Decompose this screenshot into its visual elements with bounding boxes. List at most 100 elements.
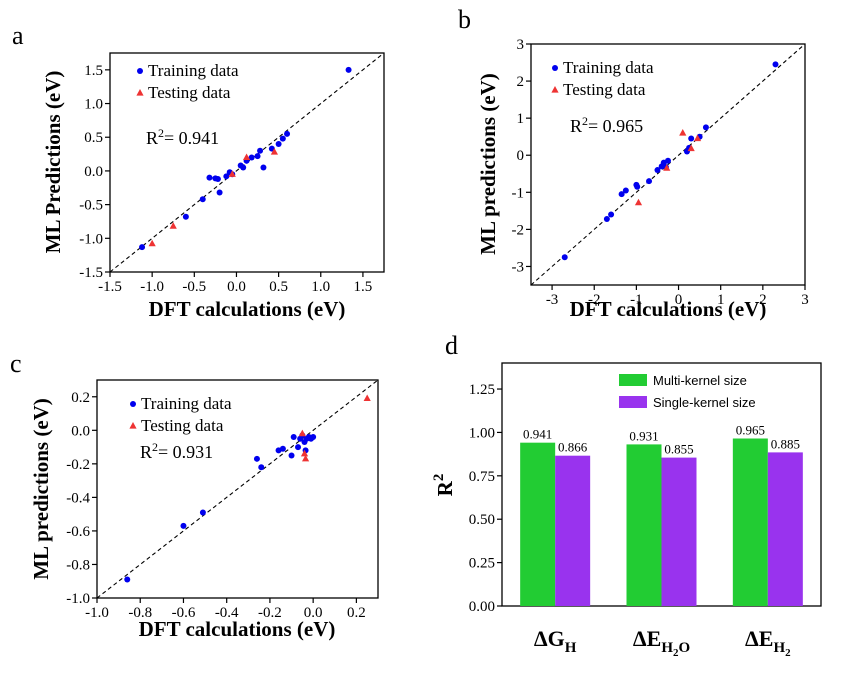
y-tick-label: -1.0 — [79, 231, 103, 247]
y-tick-label: 0.0 — [71, 423, 90, 439]
testing-data-point — [687, 144, 695, 152]
testing-data-point — [242, 153, 251, 161]
training-data-point — [206, 174, 213, 181]
bar-single-kernel — [767, 452, 803, 606]
bar-value-label: 0.866 — [558, 440, 588, 455]
x-tick-label: 0 — [675, 292, 683, 308]
training-data-point — [646, 178, 653, 185]
training-data-point — [180, 522, 187, 529]
y-tick-label: 0.5 — [84, 130, 103, 146]
y-axis-title: ML predictions (eV) — [476, 73, 500, 255]
y-tick-label: 1.5 — [84, 63, 103, 79]
testing-data-point — [363, 394, 371, 402]
testing-data-point — [663, 164, 671, 171]
legend-label-single-kernel: Single-kernel size — [653, 395, 756, 410]
training-data-point — [295, 444, 302, 451]
legend-training-marker — [552, 65, 558, 71]
x-tick-label: 0.2 — [347, 605, 366, 621]
diagonal-line-c — [96, 379, 379, 599]
training-data-point — [248, 154, 255, 161]
legend-training-marker — [130, 401, 136, 407]
training-data-point — [290, 434, 297, 441]
training-data-point — [275, 140, 282, 147]
training-data-point — [223, 173, 230, 180]
y-tick-label: 0 — [517, 148, 525, 164]
training-data-point — [603, 216, 610, 223]
training-data-point — [688, 135, 695, 142]
panel-a-scatter: -1.5 -1.0 -0.5 0.0 0.5 1.0 1.5 -1.5 -1.0 -0.5 0.0 0… — [41, 52, 385, 321]
plot-frame-a — [109, 52, 385, 273]
x-tick-label: 0.5 — [269, 279, 288, 295]
x-tick-label: -0.2 — [258, 605, 282, 621]
x-tick-label: -3 — [546, 292, 559, 308]
panel-letter-a: a — [12, 21, 24, 50]
training-data-point — [240, 164, 247, 171]
testing-data-point — [148, 239, 156, 247]
y-tick-label: 1.00 — [469, 425, 495, 441]
panel-letter-d: d — [445, 331, 458, 360]
y-tick-label: -0.8 — [66, 557, 90, 573]
x-tick-label: 3 — [801, 292, 809, 308]
legend-testing-label: Testing data — [148, 83, 231, 102]
legend-training-label: Training data — [148, 61, 239, 80]
training-data-point — [310, 434, 317, 441]
y-tick-label: -0.5 — [79, 198, 103, 214]
y-tick-label: 0.0 — [84, 164, 103, 180]
x-axis-title: DFT calculations (eV) — [139, 617, 336, 641]
testing-data-point — [298, 429, 306, 437]
panel-b-scatter: -3 -2 -1 0 1 2 3 -3 -2 -1 0 1 2 3 Training data Testing… — [476, 37, 809, 321]
x-tick-label: -2 — [588, 292, 601, 308]
panel-c-scatter: -1.0 -0.8 -0.6 -0.4 -0.2 0.0 0.2 -1.0 -0.8 -0.6 -0… — [29, 379, 379, 641]
training-data-point — [345, 66, 352, 73]
legend-training-label: Training data — [141, 394, 232, 413]
y-tick-label: -2 — [512, 222, 525, 238]
training-data-point — [199, 509, 206, 516]
training-data-point — [279, 445, 286, 452]
panel-letter-b: b — [458, 5, 471, 34]
bar-value-label: 0.965 — [736, 423, 765, 438]
training-data-point — [608, 211, 615, 218]
legend-training-label: Training data — [563, 58, 654, 77]
y-tick-label: 1 — [517, 111, 525, 127]
y-axis-title: ML predictions (eV) — [29, 398, 53, 580]
plot-frame-b — [530, 43, 806, 286]
legend-swatch-multi-kernel — [619, 374, 647, 386]
bar-multi-kernel — [732, 438, 768, 606]
bar-value-label: 0.941 — [523, 427, 552, 442]
legend-swatch-single-kernel — [619, 396, 647, 408]
training-data-point — [618, 191, 625, 198]
testing-data-point — [270, 148, 278, 155]
x-tick-label: 2 — [759, 292, 767, 308]
y-tick-label: 2 — [517, 74, 525, 90]
x-tick-label: 0.0 — [227, 279, 246, 295]
r-squared-annotation: R2= 0.965 — [570, 114, 643, 136]
x-tick-label: -0.6 — [172, 605, 196, 621]
training-data-point — [258, 464, 265, 471]
training-data-point — [279, 135, 286, 142]
x-tick-label: 1.5 — [354, 279, 373, 295]
training-data-point — [182, 213, 189, 220]
y-tick-label: 3 — [517, 37, 525, 53]
x-tick-label: -0.8 — [128, 605, 152, 621]
x-tick-label: 1 — [717, 292, 725, 308]
x-axis-title: DFT calculations (eV) — [149, 297, 346, 321]
y-tick-label: 0.75 — [469, 469, 495, 485]
y-tick-label: -1 — [512, 185, 525, 201]
training-data-point — [253, 455, 260, 462]
training-data-point — [665, 157, 671, 164]
y-axis-title: ML Predictions (eV) — [41, 71, 65, 254]
plot-frame-c — [96, 379, 379, 599]
r-squared-annotation: R2= 0.931 — [140, 440, 213, 462]
x-tick-label: -1 — [630, 292, 643, 308]
y-tick-label: 0.00 — [469, 599, 495, 615]
bar-value-label: 0.931 — [629, 428, 658, 443]
y-tick-label: 0.25 — [469, 556, 495, 572]
x-tick-label: 1.0 — [311, 279, 330, 295]
y-tick-label: 1.0 — [84, 97, 103, 113]
x-tick-label: -1.5 — [98, 279, 122, 295]
category-label: ΔGH — [534, 626, 577, 656]
testing-data-point — [693, 134, 702, 142]
testing-data-point — [301, 454, 310, 462]
legend-testing-marker — [551, 86, 559, 93]
